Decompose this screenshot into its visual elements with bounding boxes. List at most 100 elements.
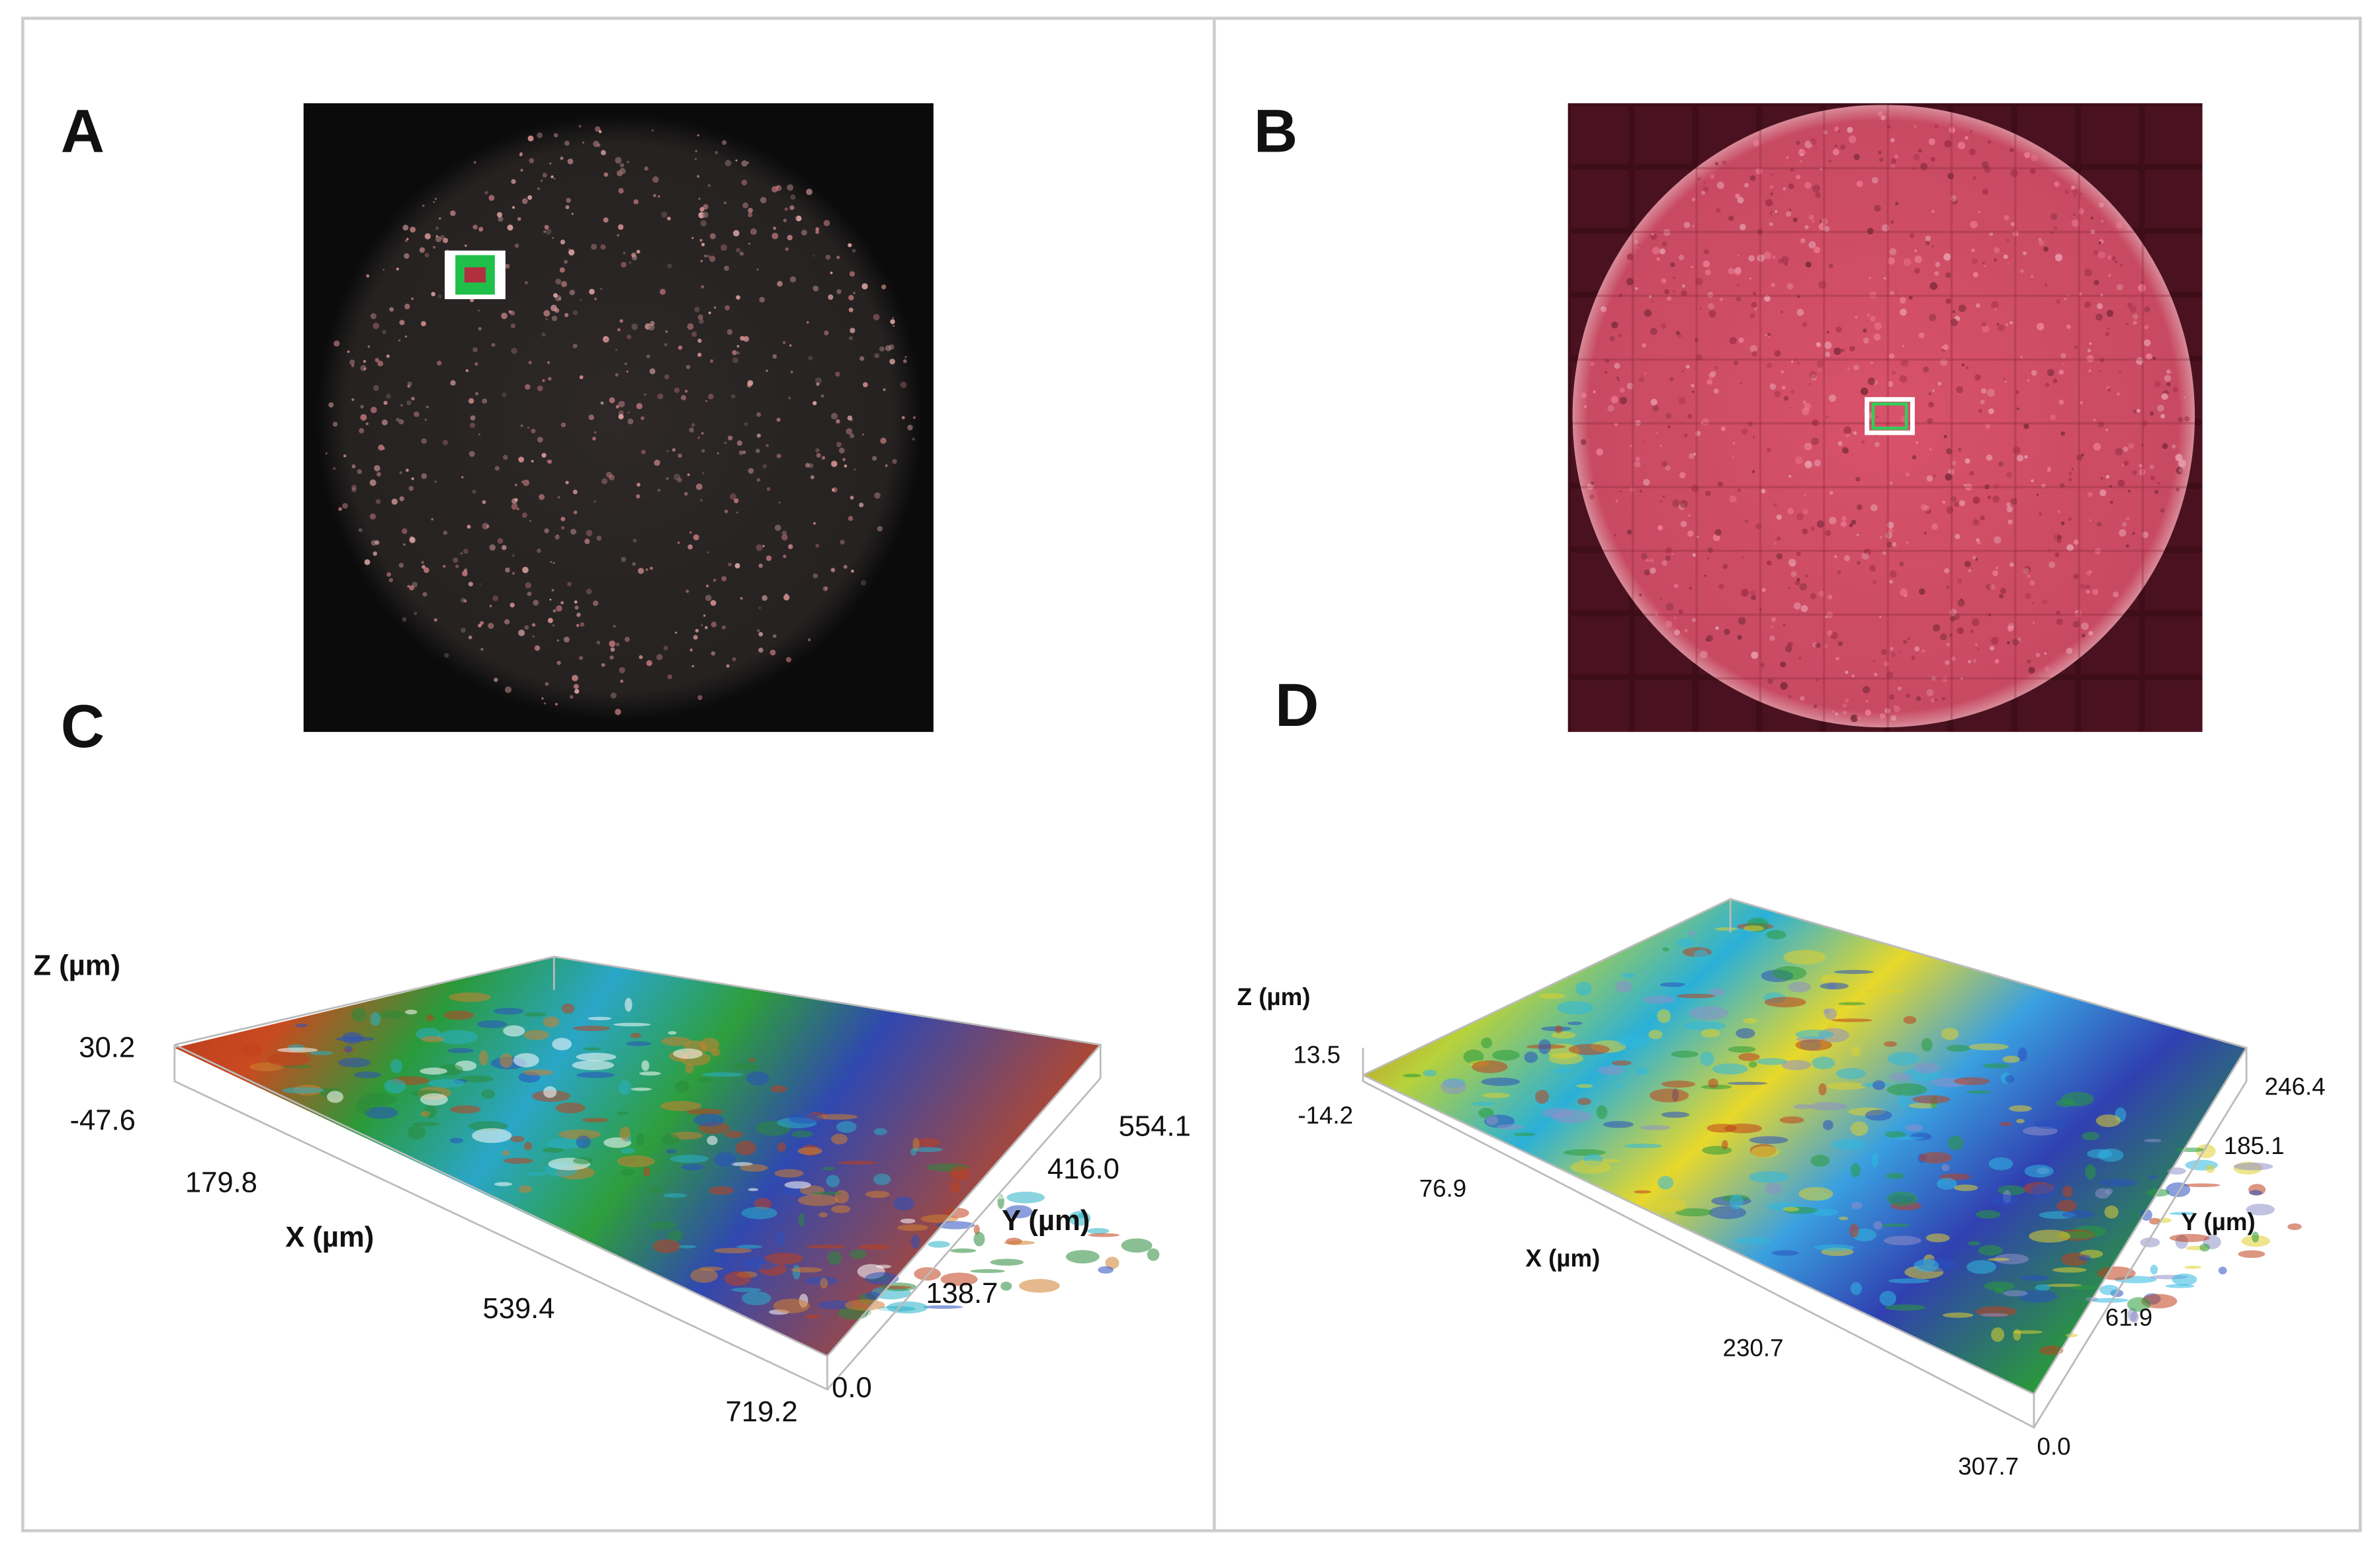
y-tick-label: 416.0 bbox=[1047, 1153, 1120, 1185]
texture-dot bbox=[573, 510, 578, 515]
texture-dot bbox=[1888, 1278, 1930, 1284]
image-b bbox=[1567, 103, 2203, 733]
texture-dot bbox=[560, 516, 566, 521]
texture-dot bbox=[742, 451, 746, 455]
texture-dot bbox=[1781, 1059, 1812, 1071]
texture-dot bbox=[825, 254, 831, 260]
texture-dot bbox=[626, 1041, 651, 1046]
texture-dot bbox=[756, 449, 760, 453]
texture-dot bbox=[824, 330, 829, 335]
texture-dot bbox=[2149, 1218, 2160, 1225]
texture-dot bbox=[534, 645, 541, 651]
texture-dot bbox=[674, 387, 680, 393]
texture-dot bbox=[551, 175, 554, 179]
texture-dot bbox=[1708, 988, 1726, 997]
texture-dot bbox=[748, 1188, 759, 1192]
texture-dot bbox=[2020, 1274, 2050, 1281]
texture-dot bbox=[1886, 1191, 1918, 1206]
texture-dot bbox=[691, 665, 694, 668]
texture-dot bbox=[2016, 1118, 2025, 1124]
texture-dot bbox=[1795, 1030, 1834, 1040]
texture-dot bbox=[383, 400, 388, 405]
texture-dot bbox=[381, 419, 388, 425]
texture-dot bbox=[610, 692, 617, 699]
texture-dot bbox=[523, 1030, 549, 1040]
texture-dot bbox=[514, 244, 519, 248]
texture-dot bbox=[651, 129, 654, 132]
texture-dot bbox=[734, 563, 740, 569]
texture-dot bbox=[375, 540, 380, 545]
texture-dot bbox=[627, 411, 631, 414]
texture-dot bbox=[678, 453, 682, 458]
texture-dot bbox=[398, 339, 401, 342]
texture-dot bbox=[770, 1085, 787, 1092]
texture-dot bbox=[344, 1045, 353, 1053]
texture-dot bbox=[497, 538, 504, 544]
texture-dot bbox=[2009, 1105, 2032, 1112]
texture-dot bbox=[1655, 1198, 1687, 1213]
texture-dot bbox=[475, 392, 479, 396]
texture-dot bbox=[479, 583, 482, 586]
texture-dot bbox=[1000, 1281, 1012, 1291]
texture-dot bbox=[723, 201, 727, 204]
texture-dot bbox=[554, 535, 560, 540]
texture-dot bbox=[626, 334, 632, 339]
texture-dot bbox=[2029, 1229, 2070, 1243]
texture-dot bbox=[862, 382, 868, 388]
texture-dot bbox=[484, 191, 488, 195]
texture-dot bbox=[815, 448, 820, 453]
texture-dot bbox=[421, 1036, 445, 1043]
texture-dot bbox=[468, 451, 475, 457]
texture-dot bbox=[672, 448, 676, 452]
texture-dot bbox=[818, 1300, 854, 1310]
texture-dot bbox=[428, 1079, 466, 1088]
texture-dot bbox=[511, 179, 516, 184]
texture-dot bbox=[1648, 1030, 1663, 1040]
texture-dot bbox=[527, 592, 532, 596]
texture-dot bbox=[1724, 1124, 1762, 1133]
texture-dot bbox=[897, 1224, 928, 1231]
texture-dot bbox=[584, 539, 590, 545]
box-edge bbox=[826, 1044, 1102, 1390]
texture-dot bbox=[877, 525, 883, 532]
texture-dot bbox=[402, 224, 409, 231]
texture-dot bbox=[788, 396, 791, 400]
tile-grid bbox=[1572, 105, 2195, 728]
texture-dot bbox=[328, 402, 334, 408]
texture-dot bbox=[656, 654, 663, 660]
surface-d bbox=[1362, 898, 2302, 1429]
texture-dot bbox=[758, 632, 764, 637]
texture-dot bbox=[2246, 1204, 2275, 1216]
texture-dot bbox=[1966, 1260, 1996, 1274]
texture-dot bbox=[443, 530, 448, 535]
texture-dot bbox=[480, 621, 484, 625]
texture-dot bbox=[783, 555, 787, 558]
x-axis-label: X (µm) bbox=[285, 1222, 374, 1253]
texture-dot bbox=[399, 496, 404, 502]
texture-dot bbox=[351, 487, 357, 492]
texture-dot bbox=[560, 422, 566, 427]
texture-dot bbox=[541, 453, 547, 458]
texture-dot bbox=[560, 156, 564, 160]
texture-dot bbox=[461, 476, 464, 478]
texture-dot bbox=[1423, 1069, 1437, 1077]
texture-dot bbox=[853, 291, 856, 294]
texture-dot bbox=[517, 217, 521, 221]
texture-dot bbox=[685, 590, 689, 594]
texture-dot bbox=[736, 440, 742, 446]
texture-dot bbox=[907, 424, 913, 431]
texture-dot bbox=[885, 345, 891, 351]
texture-dot bbox=[609, 397, 615, 404]
texture-dot bbox=[600, 244, 606, 250]
texture-dot bbox=[850, 433, 855, 439]
texture-dot bbox=[2249, 1190, 2263, 1196]
texture-dot bbox=[1809, 1102, 1847, 1111]
texture-dot bbox=[1788, 981, 1812, 993]
texture-dot bbox=[378, 444, 384, 451]
texture-dot bbox=[1884, 1304, 1926, 1311]
texture-dot bbox=[443, 564, 446, 568]
texture-dot bbox=[759, 296, 765, 303]
texture-dot bbox=[474, 362, 478, 366]
texture-dot bbox=[613, 1022, 651, 1027]
texture-dot bbox=[724, 1271, 752, 1286]
